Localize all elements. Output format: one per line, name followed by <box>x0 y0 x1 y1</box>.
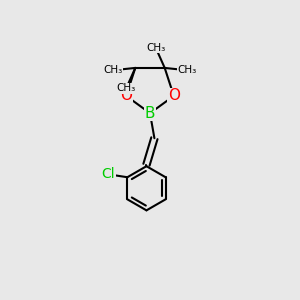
Text: Cl: Cl <box>101 167 115 181</box>
Text: CH₃: CH₃ <box>177 65 196 75</box>
Text: O: O <box>120 88 132 104</box>
Text: CH₃: CH₃ <box>104 65 123 75</box>
Text: CH₃: CH₃ <box>146 43 165 53</box>
Text: CH₃: CH₃ <box>117 83 136 93</box>
Text: O: O <box>168 88 180 104</box>
Text: B: B <box>145 106 155 121</box>
